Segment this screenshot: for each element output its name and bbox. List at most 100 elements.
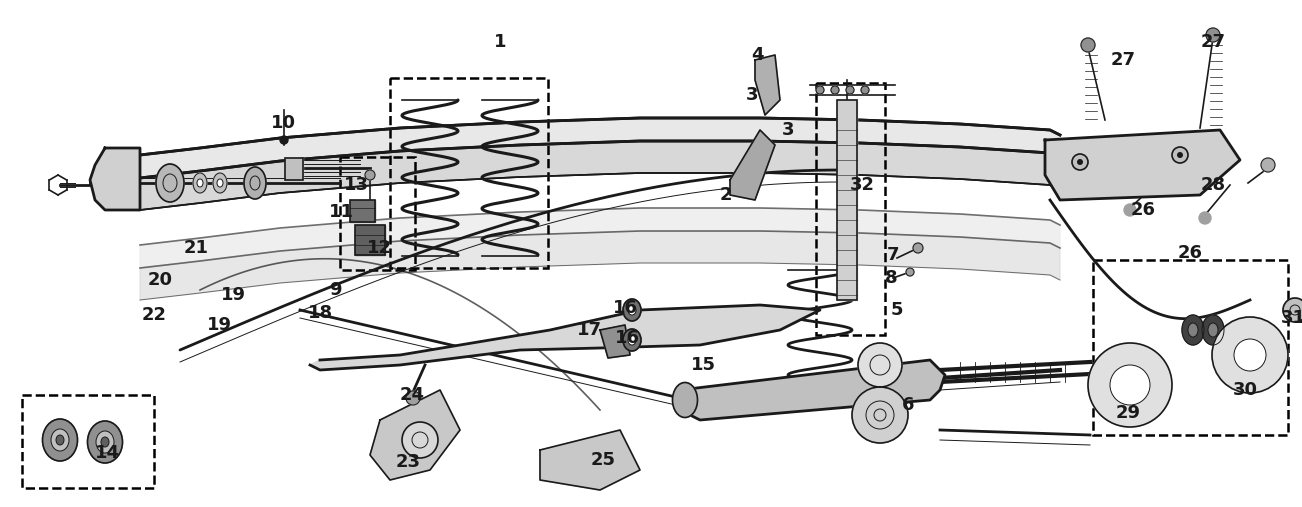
Ellipse shape (628, 335, 635, 345)
Text: 15: 15 (690, 356, 716, 374)
Text: 16: 16 (612, 299, 638, 317)
Ellipse shape (622, 329, 641, 351)
Circle shape (1077, 159, 1083, 165)
Ellipse shape (1202, 315, 1224, 345)
Bar (350, 200, 375, 222)
Text: 8: 8 (884, 269, 897, 287)
Circle shape (1088, 343, 1172, 427)
Circle shape (365, 170, 375, 180)
Text: 7: 7 (887, 246, 900, 264)
Polygon shape (680, 360, 945, 420)
Ellipse shape (1208, 323, 1217, 337)
Ellipse shape (622, 299, 641, 321)
Text: 11: 11 (328, 203, 354, 221)
Ellipse shape (43, 419, 78, 461)
Ellipse shape (673, 382, 698, 417)
Bar (1092, 260, 1288, 435)
Text: 10: 10 (271, 114, 296, 132)
Circle shape (1234, 339, 1266, 371)
Ellipse shape (193, 173, 207, 193)
Text: 16: 16 (615, 329, 639, 347)
Bar (837, 100, 857, 300)
Text: 14: 14 (95, 444, 120, 462)
Bar (837, 100, 857, 300)
Text: 31: 31 (1280, 309, 1302, 327)
Polygon shape (141, 118, 1060, 178)
Circle shape (1282, 298, 1302, 322)
Circle shape (831, 86, 838, 94)
Bar (355, 225, 385, 255)
Bar (285, 158, 303, 180)
Text: 3: 3 (746, 86, 758, 104)
Text: 24: 24 (400, 386, 424, 404)
Polygon shape (90, 148, 141, 210)
Text: 22: 22 (142, 306, 167, 324)
Circle shape (1124, 204, 1137, 216)
Text: 13: 13 (344, 176, 368, 194)
Text: 20: 20 (147, 271, 172, 289)
Ellipse shape (87, 421, 122, 463)
Text: 32: 32 (849, 176, 875, 194)
Text: 17: 17 (577, 321, 602, 339)
Text: 28: 28 (1200, 176, 1225, 194)
Circle shape (846, 86, 854, 94)
Ellipse shape (214, 173, 227, 193)
Circle shape (816, 86, 824, 94)
Circle shape (1072, 154, 1088, 170)
Ellipse shape (96, 431, 115, 453)
Circle shape (1206, 28, 1220, 42)
Text: 19: 19 (207, 316, 232, 334)
Ellipse shape (51, 429, 69, 451)
Polygon shape (141, 141, 1060, 210)
Circle shape (858, 343, 902, 387)
Polygon shape (141, 231, 1060, 300)
Ellipse shape (56, 435, 64, 445)
Text: 3: 3 (781, 121, 794, 139)
Polygon shape (730, 130, 775, 200)
Text: 12: 12 (366, 239, 392, 257)
Circle shape (1262, 158, 1275, 172)
Text: 18: 18 (309, 304, 333, 322)
Text: 4: 4 (751, 46, 763, 64)
Bar (22, 395, 154, 488)
Bar (285, 158, 303, 180)
Circle shape (406, 391, 421, 405)
Polygon shape (141, 208, 1060, 268)
Text: 29: 29 (1116, 404, 1141, 422)
Text: 25: 25 (591, 451, 616, 469)
Circle shape (1177, 152, 1184, 158)
Circle shape (1172, 147, 1187, 163)
Circle shape (1212, 317, 1288, 393)
Ellipse shape (1182, 315, 1204, 345)
Text: 27: 27 (1111, 51, 1135, 69)
Text: 19: 19 (220, 286, 246, 304)
Circle shape (402, 422, 437, 458)
Circle shape (852, 387, 907, 443)
Polygon shape (370, 390, 460, 480)
Text: 27: 27 (1200, 33, 1225, 51)
Circle shape (1111, 365, 1150, 405)
Ellipse shape (1187, 323, 1198, 337)
Polygon shape (1046, 130, 1240, 200)
Polygon shape (600, 325, 630, 358)
Polygon shape (310, 305, 820, 370)
Text: 9: 9 (328, 281, 341, 299)
Bar (355, 225, 385, 255)
Text: 21: 21 (184, 239, 208, 257)
Polygon shape (540, 430, 641, 490)
Circle shape (913, 243, 923, 253)
Circle shape (1199, 212, 1211, 224)
Text: 23: 23 (396, 453, 421, 471)
Text: 26: 26 (1177, 244, 1203, 262)
Text: 2: 2 (720, 186, 732, 204)
Bar (340, 157, 415, 270)
Ellipse shape (628, 305, 635, 315)
Ellipse shape (156, 164, 184, 202)
Bar (350, 200, 375, 222)
Text: 1: 1 (493, 33, 506, 51)
Text: 6: 6 (902, 396, 914, 414)
Bar (391, 78, 548, 268)
Circle shape (906, 268, 914, 276)
Circle shape (280, 136, 288, 144)
Text: 30: 30 (1233, 381, 1258, 399)
